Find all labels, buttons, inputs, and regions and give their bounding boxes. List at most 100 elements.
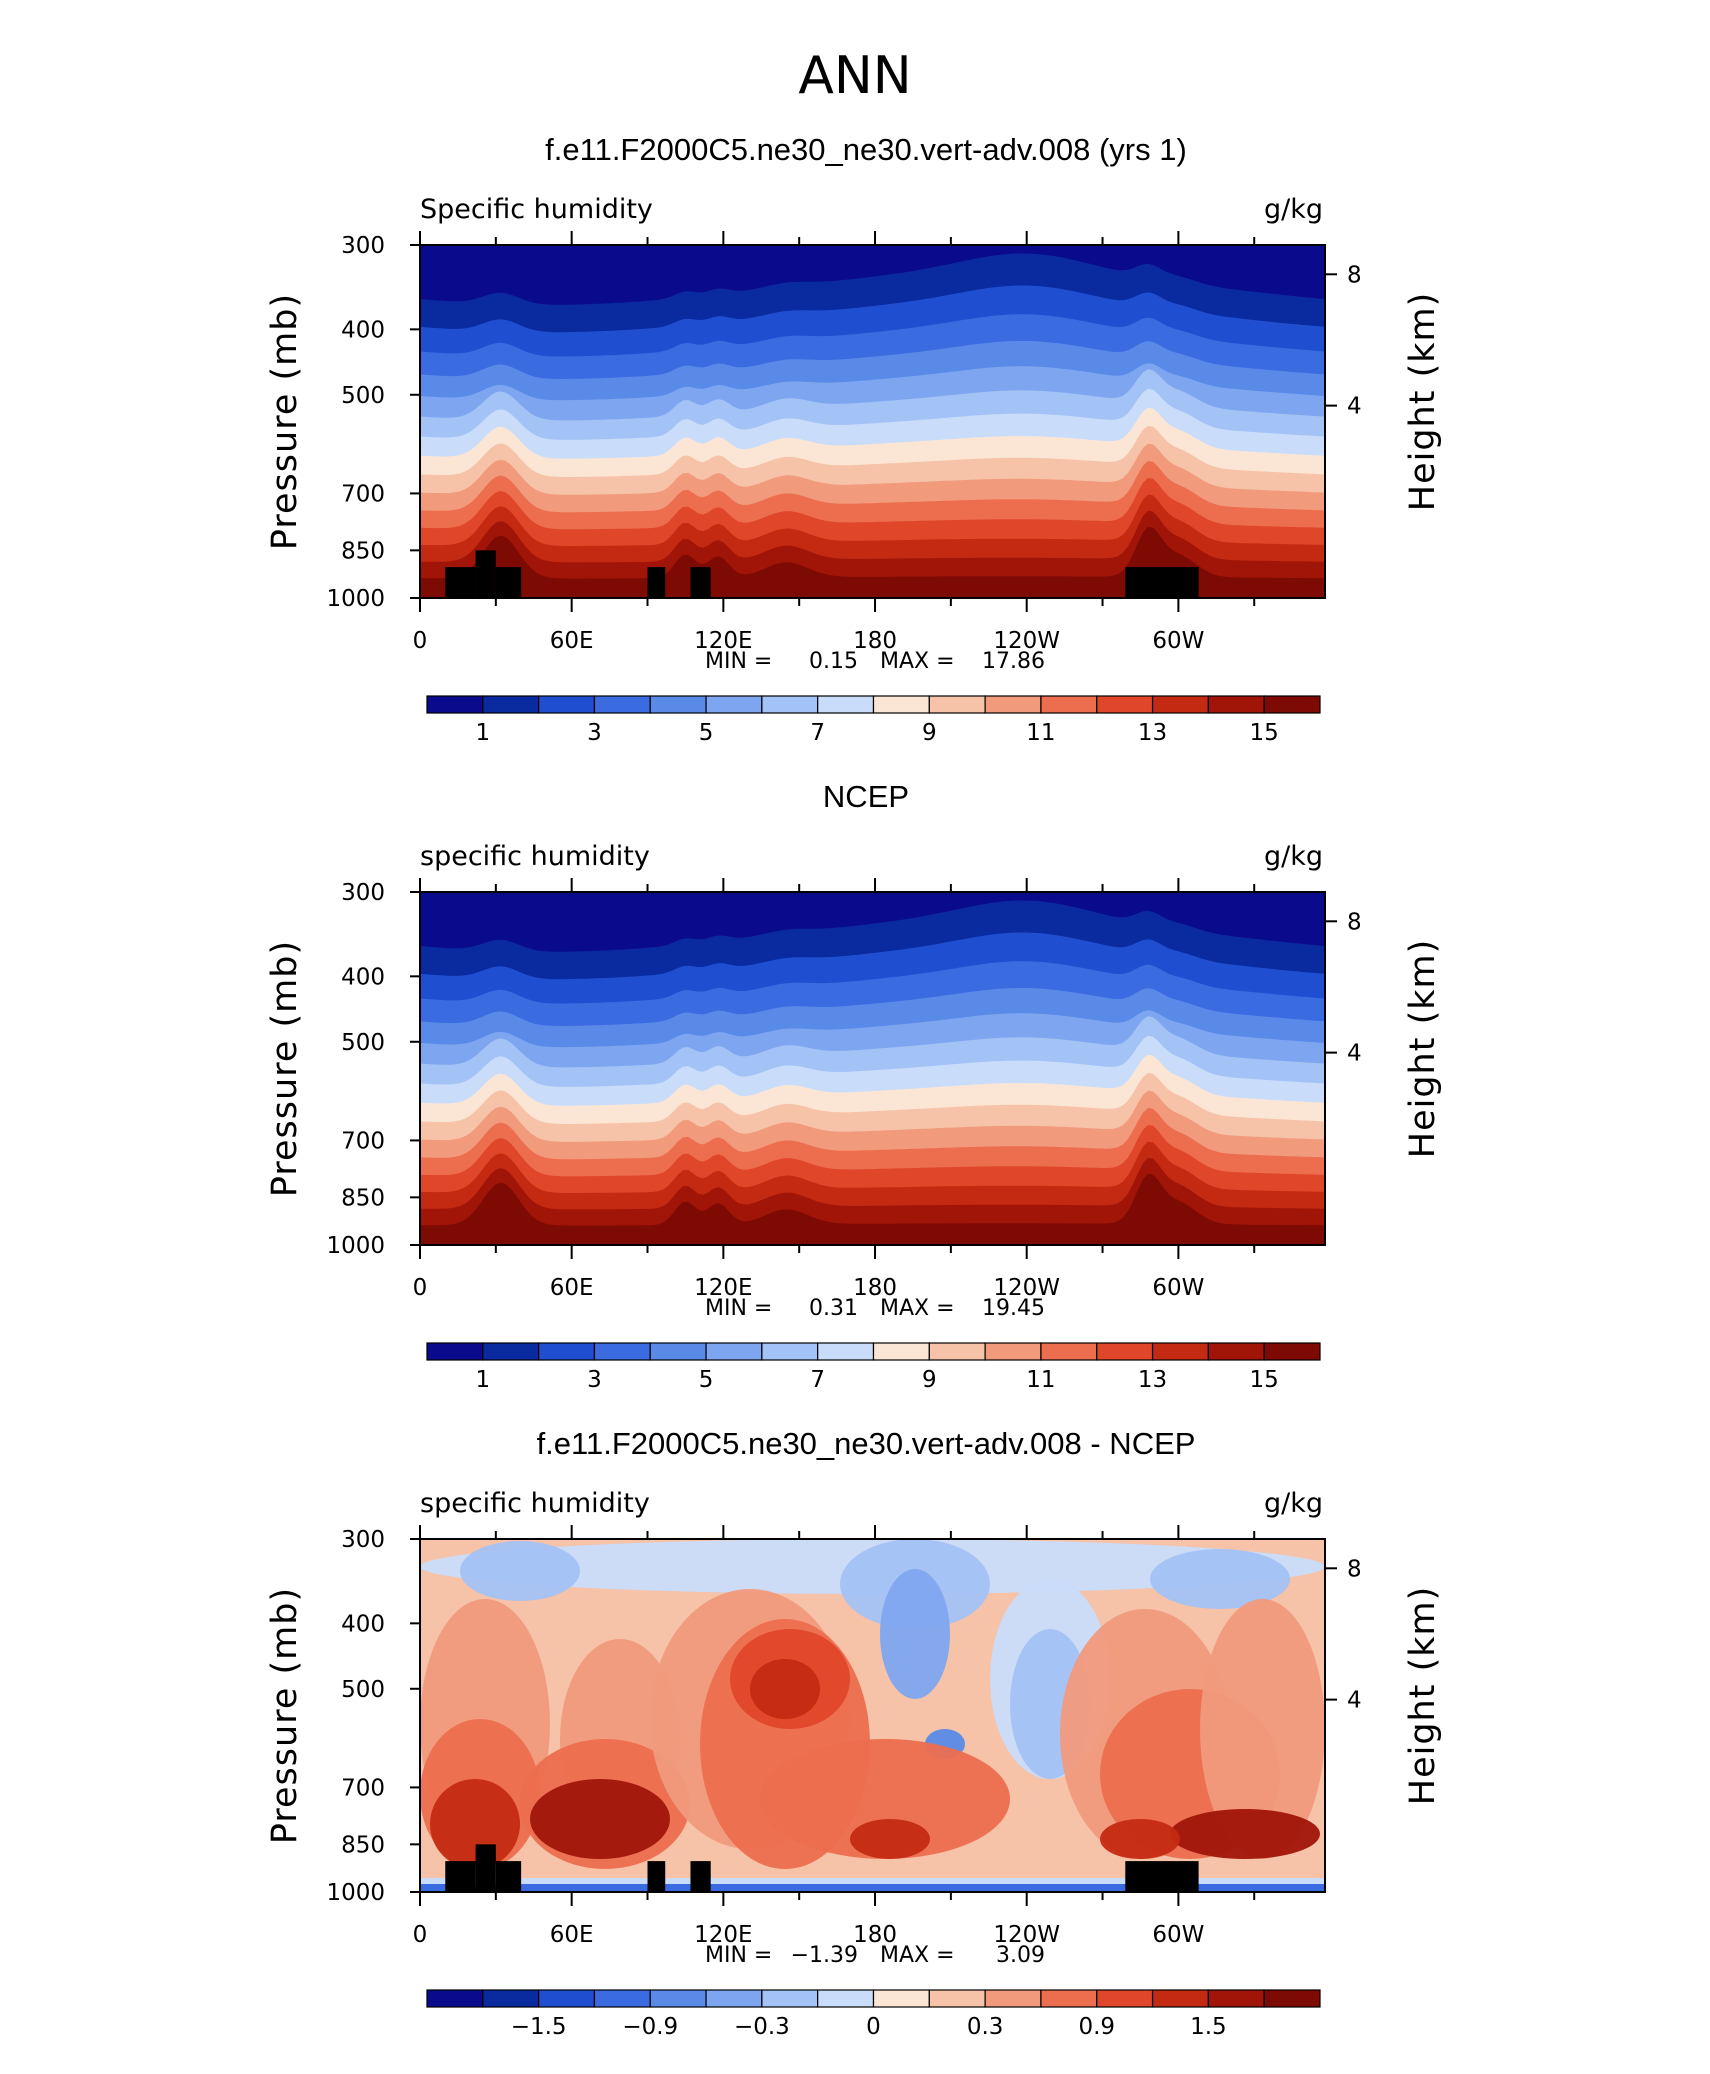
y-axis-label: Pressure (mb) [265,293,305,550]
colorbar-swatch [482,1989,540,2008]
x-tick-label: 60E [550,1922,594,1948]
x-tick-label: 180 [853,628,897,654]
colorbar-swatch [1207,1342,1265,1361]
x-tick-label: 120W [993,1275,1060,1301]
colorbar-swatch [817,695,875,714]
contour-band [750,1659,820,1719]
colorbar-swatch [761,1342,819,1361]
plot-frame [419,1538,1326,1893]
colorbar-swatch [1096,1989,1154,2008]
field-label: Specific humidity [420,194,653,225]
colorbar-swatch [705,1342,763,1361]
colorbar-label: 13 [1138,1367,1167,1393]
topography-mask [1125,1861,1199,1892]
colorbar-label: 15 [1250,1367,1279,1393]
min-value: 0.15 [809,649,858,674]
colorbar-swatch [928,1989,986,2008]
y-tick-label: 400 [341,1611,385,1637]
max-value: 19.45 [982,1296,1045,1321]
y-tick-label: 1000 [326,1233,385,1259]
colorbar: 1 3 5 7 9 11 13 15 [426,695,1321,746]
y-tick-label: 1000 [326,1880,385,1906]
contour-fills [420,1539,1325,1892]
colorbar-swatch [872,1989,930,2008]
field-label: specific humidity [420,1488,650,1519]
min-value: 0.31 [809,1296,858,1321]
colorbar-label: 7 [810,1367,825,1393]
topography-mask [495,1861,522,1892]
contour-band [420,245,1325,305]
y-tick-label: 850 [341,1185,385,1211]
colorbar-swatch [984,1342,1042,1361]
y-tick-label: 850 [341,538,385,564]
colorbar-label: 11 [1026,1367,1055,1393]
colorbar-swatch [649,1342,707,1361]
colorbar-swatch [984,695,1042,714]
colorbar-swatch [593,695,651,714]
colorbar-swatch [928,1342,986,1361]
x-tick-label: 120W [993,628,1060,654]
y2-tick-label: 8 [1347,1556,1362,1582]
colorbar-swatch [1151,695,1209,714]
topography-mask [475,1844,496,1892]
max-label: MAX = [880,1943,955,1968]
max-value: 17.86 [982,649,1045,674]
panel-3: f.e11.F2000C5.ne30_ne30.vert-adv.008 - N… [265,1426,1443,2040]
colorbar-swatch [1263,1342,1321,1361]
min-label: MIN = [705,1943,772,1968]
x-tick-label: 60W [1152,1922,1204,1948]
topography-mask [1125,567,1199,598]
x-tick-label: 120E [694,1922,752,1948]
colorbar: 1 3 5 7 9 11 13 15 [426,1342,1321,1393]
colorbar-label: 0.3 [967,2014,1004,2040]
colorbar-swatch [593,1342,651,1361]
x-tick-label: 0 [413,1922,428,1948]
plot-frame [419,244,1326,599]
y-tick-label: 400 [341,964,385,990]
plot-frame [419,891,1326,1246]
y2-axis-label: Height (km) [1403,1586,1443,1806]
panel-1: f.e11.F2000C5.ne30_ne30.vert-adv.008 (yr… [265,132,1443,746]
colorbar-swatch [426,1989,484,2008]
colorbar-label: 3 [587,720,602,746]
y-axis-label: Pressure (mb) [265,1587,305,1844]
panel-title: NCEP [823,779,909,814]
colorbar-swatch [872,695,930,714]
contour-band [1150,1549,1290,1609]
colorbar-swatch [426,695,484,714]
units-label: g/kg [1264,841,1323,872]
field-label: specific humidity [420,841,650,872]
colorbar-swatch [538,1342,596,1361]
colorbar-label: −0.9 [622,2014,678,2040]
colorbar-swatch [538,1989,596,2008]
y-tick-label: 400 [341,317,385,343]
contour-fills [420,892,1325,1245]
y2-axis-label: Height (km) [1403,292,1443,512]
x-tick-label: 180 [853,1275,897,1301]
colorbar-swatch [649,695,707,714]
y2-axis-label: Height (km) [1403,939,1443,1159]
topography-mask [475,550,496,598]
colorbar-swatch [1151,1989,1209,2008]
topography-mask [445,1861,476,1892]
colorbar-label: 13 [1138,720,1167,746]
colorbar-swatch [1096,1342,1154,1361]
x-tick-label: 60E [550,628,594,654]
colorbar-label: −1.5 [511,2014,567,2040]
y2-tick-label: 8 [1347,262,1362,288]
figure-title: ANN [798,46,911,106]
y-axis-label: Pressure (mb) [265,940,305,1197]
y-tick-label: 500 [341,1030,385,1056]
colorbar-swatch [1151,1342,1209,1361]
colorbar-swatch [1040,1989,1098,2008]
contour-band [430,1779,520,1869]
contour-band [420,892,1325,952]
x-tick-label: 60W [1152,628,1204,654]
units-label: g/kg [1264,194,1323,225]
colorbar-swatch [1207,1989,1265,2008]
x-tick-label: 120E [694,1275,752,1301]
y2-tick-label: 4 [1347,394,1362,420]
y-tick-label: 1000 [326,586,385,612]
colorbar-label: 15 [1250,720,1279,746]
colorbar-label: −0.3 [734,2014,790,2040]
